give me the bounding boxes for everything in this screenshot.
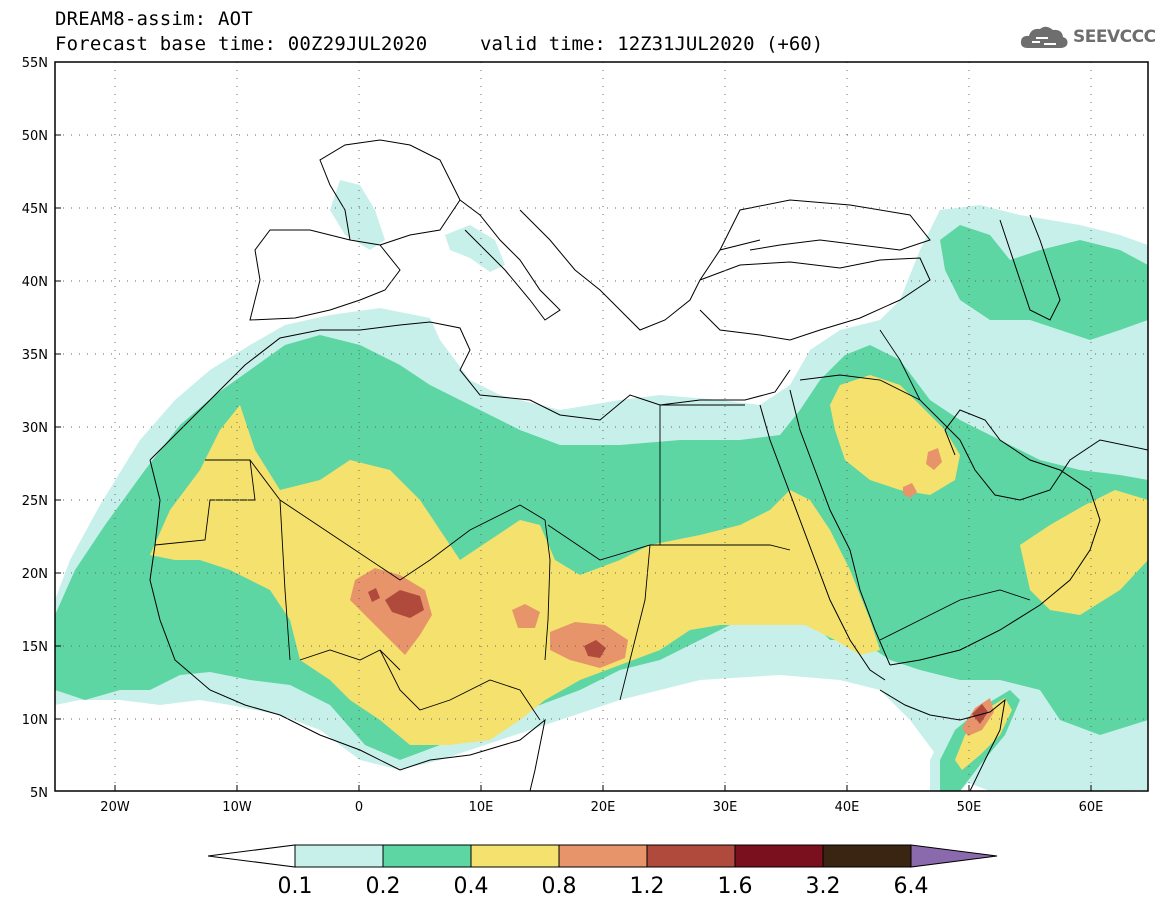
aot-contour-0-8-arabia-b (903, 483, 917, 498)
aot-contour-0-1-north (330, 180, 385, 250)
lat-label: 5N (30, 786, 48, 801)
aot-contour-0-2-caspian (940, 225, 1148, 340)
lon-label: 30E (713, 800, 738, 815)
colorbar-segment (470, 844, 560, 868)
colorbar-label: 0.1 (278, 874, 313, 899)
colorbar-segment-above (910, 844, 998, 868)
colorbar-label: 6.4 (894, 874, 929, 899)
colorbar-label: 0.2 (366, 874, 401, 899)
map-title: DREAM8-assim: AOT (55, 8, 253, 30)
lon-label: 20W (100, 800, 130, 815)
seevccc-logo: SEEVCCC (1018, 22, 1156, 52)
lon-label: 40E (835, 800, 860, 815)
aot-field (55, 180, 1148, 791)
border-saudi-south (879, 589, 1031, 641)
aot-contour-1-2-mali (385, 590, 424, 618)
lat-label: 25N (22, 494, 48, 509)
border-algeria-south (249, 459, 546, 581)
valid-time: valid time: 12Z31JUL2020 (+60) (480, 33, 824, 55)
colorbar-labels: 0.1 0.2 0.4 0.8 1.2 1.6 3.2 6.4 (278, 874, 929, 899)
colorbar-segment (558, 844, 648, 868)
aot-contour-0-1-italy (445, 225, 505, 272)
coastline-persian-gulf (939, 419, 1148, 501)
border-chad-sudan (547, 524, 791, 561)
coastline-red-sea-east (789, 389, 891, 666)
colorbar-label: 1.2 (630, 874, 665, 899)
aot-contour-0-8-arabia (926, 448, 942, 470)
lon-label: 0 (355, 800, 363, 815)
coastline-red-sea-west (759, 404, 886, 681)
lat-label: 40N (22, 275, 48, 290)
latitude-labels: 55N 50N 45N 40N 35N 30N 25N 20N 15N 10N … (22, 56, 48, 801)
colorbar-label: 0.4 (454, 874, 489, 899)
border-mali-west (279, 499, 291, 661)
tick-marks (55, 61, 1092, 791)
forecast-base-time: Forecast base time: 00Z29JUL2020 (55, 33, 428, 55)
coastline-anatolia (699, 257, 931, 341)
border-mauritania-north (154, 459, 256, 546)
colorbar-segment (734, 844, 824, 868)
coastline-west-africa (149, 459, 546, 791)
lat-label: 45N (22, 202, 48, 217)
coastline-north-africa (149, 321, 791, 461)
coastlines (149, 139, 1148, 791)
coastline-arabia-south (889, 409, 1101, 666)
lat-label: 20N (22, 567, 48, 582)
border-saudi-north (799, 374, 941, 421)
aot-contour-1-2-chad (584, 640, 606, 658)
aot-contour-1-2-mali-b (368, 588, 380, 602)
cloud-icon (1020, 26, 1068, 48)
colorbar (207, 844, 998, 868)
country-borders (154, 329, 1031, 721)
aot-contour-0-8-mali (350, 568, 432, 655)
lon-label: 10W (222, 800, 252, 815)
lon-label: 50E (957, 800, 982, 815)
coastline-balkans (519, 209, 761, 331)
colorbar-segment (646, 844, 736, 868)
lat-label: 30N (22, 421, 48, 436)
colorbar-label: 1.6 (718, 874, 753, 899)
coastline-italy (459, 199, 561, 321)
lat-label: 10N (22, 713, 48, 728)
longitude-labels: 20W 10W 0 10E 20E 30E 40E 50E 60E (100, 800, 1103, 815)
border-nigeria (379, 649, 541, 721)
coastline-france-uk (319, 139, 461, 246)
coastline-horn (879, 689, 1006, 791)
lon-label: 10E (469, 800, 494, 815)
border-iran-iraq (879, 329, 921, 401)
colorbar-label: 3.2 (806, 874, 841, 899)
colorbar-label: 0.8 (542, 874, 577, 899)
coastline-caspian (999, 214, 1061, 321)
coastline-black-sea (719, 199, 931, 251)
lon-label: 60E (1079, 800, 1104, 815)
colorbar-segment (822, 844, 912, 868)
lat-label: 55N (22, 56, 48, 71)
logo-text: SEEVCCC (1073, 27, 1156, 47)
aot-contour-0-8-chad-b (512, 604, 540, 628)
colorbar-segment (294, 844, 384, 868)
aot-contour-0-4-sahel (150, 405, 880, 745)
aot-contour-0-4-oman (1020, 490, 1148, 615)
lat-label: 50N (22, 129, 48, 144)
colorbar-segment-below (207, 844, 296, 868)
lat-label: 35N (22, 348, 48, 363)
colorbar-segment (382, 844, 472, 868)
border-niger-east (544, 519, 551, 661)
lon-label: 20E (591, 800, 616, 815)
lat-label: 15N (22, 640, 48, 655)
aot-contour-0-4-horn (955, 698, 1012, 770)
border-burkina (299, 649, 401, 671)
